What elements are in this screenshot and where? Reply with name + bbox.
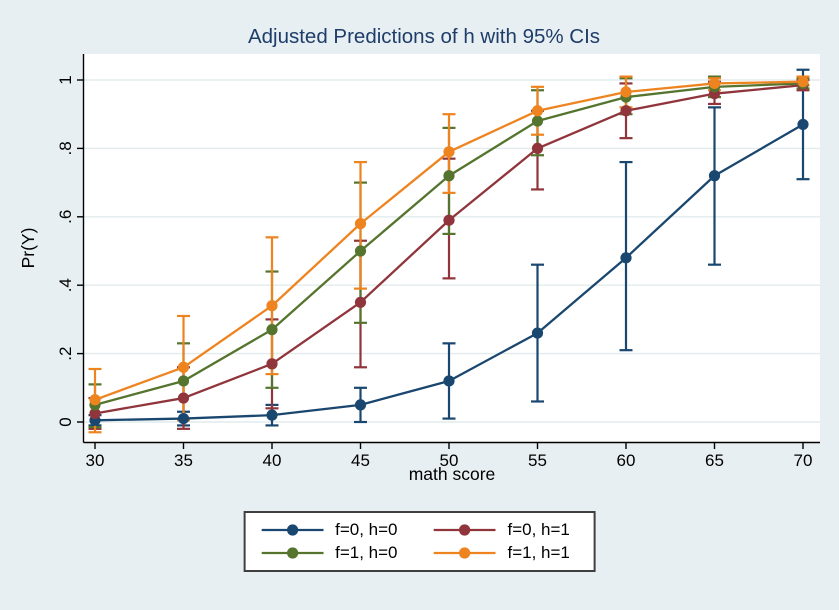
- legend-item-f0h0: f=0, h=0: [261, 520, 398, 540]
- series-marker-f1h1: [443, 146, 455, 158]
- legend-marker-f1h0: [261, 547, 324, 559]
- series-marker-f0h0: [620, 252, 632, 264]
- series-marker-f0h1: [177, 392, 190, 404]
- series-marker-f0h1: [89, 407, 101, 420]
- chart-title: Adjusted Predictions of h with 95% CIs: [248, 25, 600, 48]
- y-tick-label: 1: [56, 75, 75, 84]
- x-tick-label: 35: [174, 451, 193, 470]
- x-tick-label: 40: [263, 451, 282, 470]
- legend-label-f0h0: f=0, h=0: [335, 520, 398, 539]
- y-tick-label: .4: [56, 278, 75, 292]
- series-marker-f1h1: [620, 86, 632, 98]
- x-tick-label: 50: [440, 451, 459, 470]
- x-tick-label: 45: [351, 451, 370, 470]
- series-marker-f1h1: [354, 218, 367, 230]
- series-marker-f0h0: [797, 118, 809, 131]
- plot-layer: 0 .2 .4 .6 .8 1 30 35 40 45 50 55 60 65 70: [56, 54, 820, 470]
- series-marker-f0h1: [266, 358, 278, 370]
- series-marker-f1h1: [177, 361, 190, 373]
- legend-label-f1h0: f=1, h=0: [335, 543, 398, 562]
- legend-label-f1h1: f=1, h=1: [507, 543, 570, 562]
- x-tick-label: 30: [86, 451, 105, 470]
- series-marker-f0h0: [708, 170, 721, 182]
- series-marker-f0h0: [443, 375, 455, 387]
- x-tick-label: 65: [705, 451, 724, 470]
- legend-marker-f1h1: [433, 547, 496, 559]
- series-marker-f1h1: [266, 300, 278, 312]
- legend: f=0, h=0 f=0, h=1 f=1, h=0 f=1, h=1: [243, 511, 596, 572]
- series-marker-f1h0: [531, 115, 544, 127]
- legend-marker-f0h1: [433, 524, 496, 536]
- series-marker-f0h0: [531, 327, 544, 339]
- x-axis-title: math score: [409, 464, 496, 484]
- legend-marker-dot: [458, 547, 471, 559]
- series-marker-f0h0: [177, 412, 190, 425]
- legend-marker-f0h0: [261, 524, 324, 536]
- series-marker-f0h0: [266, 409, 278, 421]
- legend-item-f0h1: f=0, h=1: [433, 520, 570, 540]
- legend-item-f1h1: f=1, h=1: [433, 543, 570, 563]
- y-tick-label: .6: [56, 210, 75, 224]
- series-marker-f1h1: [708, 77, 721, 90]
- legend-marker-dot: [286, 547, 298, 559]
- series-marker-f1h1: [531, 105, 544, 117]
- legend-item-f1h0: f=1, h=0: [261, 543, 398, 563]
- y-tick-label: 0: [56, 417, 75, 426]
- legend-marker-dot: [286, 524, 298, 536]
- series-marker-f1h1: [797, 76, 809, 88]
- x-tick-label: 60: [617, 451, 636, 470]
- legend-label-f0h1: f=0, h=1: [507, 520, 570, 539]
- series-marker-f1h0: [266, 324, 278, 336]
- series-marker-f0h1: [620, 105, 632, 117]
- series-marker-f0h1: [354, 296, 367, 308]
- x-tick-label: 70: [794, 451, 813, 470]
- y-axis-title: Pr(Y): [18, 228, 38, 269]
- series-marker-f0h1: [531, 142, 544, 154]
- series-marker-f0h1: [443, 214, 455, 226]
- series-marker-f1h1: [89, 394, 101, 406]
- series-marker-f1h0: [354, 245, 367, 257]
- series-marker-f0h0: [354, 399, 367, 411]
- series-marker-f1h0: [443, 170, 455, 182]
- y-tick-label: .2: [56, 347, 75, 361]
- legend-marker-dot: [458, 524, 471, 536]
- x-tick-label: 55: [528, 451, 547, 470]
- series-marker-f1h0: [177, 375, 190, 387]
- y-tick-label: .8: [56, 141, 75, 155]
